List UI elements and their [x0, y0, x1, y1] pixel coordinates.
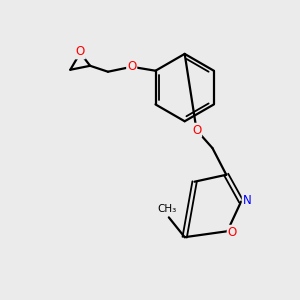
Text: CH₃: CH₃ — [157, 204, 176, 214]
Text: O: O — [192, 124, 201, 137]
Text: O: O — [76, 45, 85, 58]
Text: O: O — [228, 226, 237, 239]
Text: N: N — [243, 194, 251, 207]
Text: O: O — [127, 60, 136, 73]
